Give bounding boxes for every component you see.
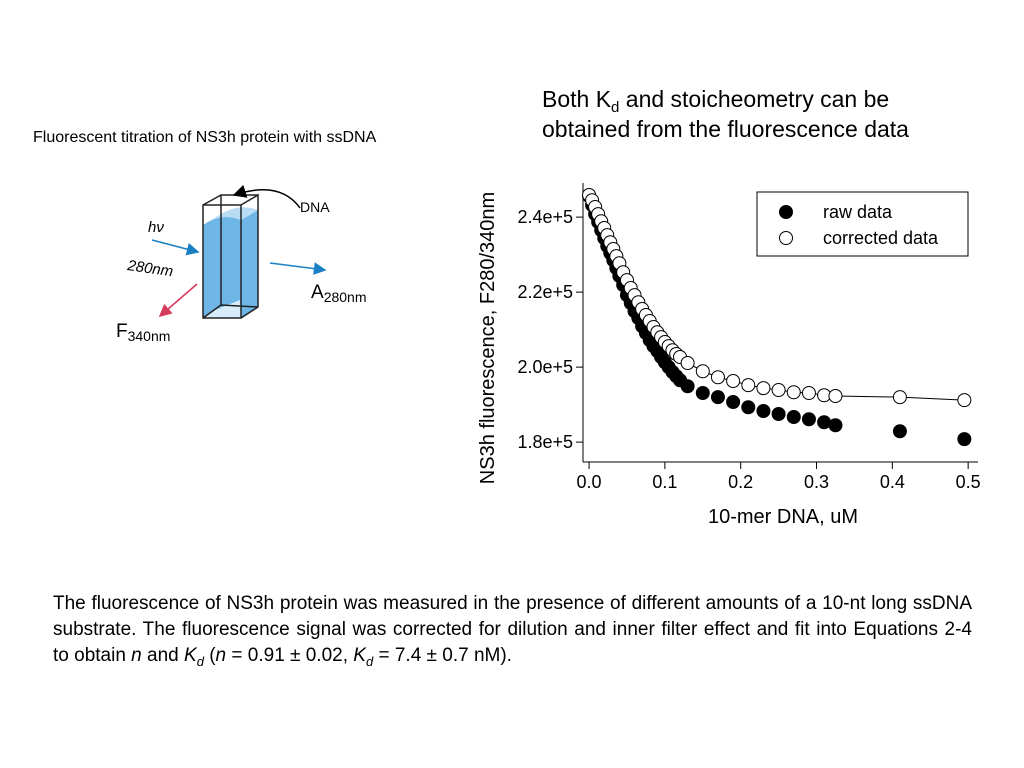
diagram-title: Fluorescent titration of NS3h protein wi… — [33, 129, 377, 146]
x-tick-label: 0.4 — [880, 472, 905, 492]
data-point — [957, 393, 972, 408]
data-point — [726, 374, 741, 388]
light-label: hν — [148, 219, 164, 236]
caption-symbol: n — [131, 645, 142, 666]
data-point — [771, 383, 786, 397]
data-point — [786, 385, 801, 400]
data-point — [786, 410, 801, 424]
data-point — [771, 407, 786, 421]
x-tick-label: 0.5 — [956, 472, 981, 492]
fluorescence-label: F340nm — [116, 321, 170, 344]
fluorescence-arrow — [158, 283, 198, 318]
legend-label: corrected data — [823, 228, 939, 248]
cuvette — [202, 193, 259, 319]
data-point — [892, 390, 907, 405]
caption-text: = 7.4 ± 0.7 nM). — [373, 645, 512, 666]
data-point — [756, 404, 771, 418]
data-point — [756, 381, 771, 396]
caption-text: = 0.91 ± 0.02, — [226, 645, 354, 666]
caption-text: ( — [203, 645, 216, 666]
plot: 0.0 0.1 0.2 0.3 0.4 0.5 1.8e+5 2.0e+5 2.2e+5 2.4e… — [517, 183, 981, 492]
data-point — [680, 379, 695, 394]
x-tick-label: 0.2 — [728, 472, 753, 492]
data-point — [892, 424, 907, 439]
legend-marker — [779, 231, 793, 245]
absorbance-arrow — [269, 262, 327, 275]
x-tick-label: 0.0 — [577, 472, 602, 492]
data-point — [726, 395, 741, 409]
data-point — [828, 389, 843, 403]
y-tick-label: 2.2e+5 — [517, 282, 573, 302]
legend-box — [756, 191, 969, 257]
y-tick-label: 2.0e+5 — [517, 357, 573, 377]
caption-subscript: d — [365, 653, 374, 669]
caption-symbol: K — [353, 645, 366, 666]
y-tick-label: 1.8e+5 — [517, 432, 573, 452]
caption: The fluorescence of NS3h protein was mea… — [53, 591, 972, 669]
excitation-label: 280nm — [125, 257, 174, 280]
x-axis-label: 10-mer DNA, uM — [708, 506, 858, 528]
data-point — [695, 364, 710, 379]
caption-text: and — [141, 645, 185, 666]
data-point — [957, 432, 972, 447]
legend-label: raw data — [823, 202, 893, 222]
heading-line-1: Both Kd and stoicheometry can be — [542, 86, 889, 116]
data-point — [695, 386, 710, 400]
data-point — [828, 418, 843, 433]
caption-subscript: d — [196, 653, 204, 669]
y-axis-label: NS3h fluorescence, F280/340nm — [477, 192, 499, 484]
absorbance-label: A280nm — [311, 282, 367, 305]
caption-text: The fluorescence of NS3h protein was mea… — [53, 593, 972, 666]
data-point — [680, 356, 695, 370]
caption-symbol: K — [184, 645, 197, 666]
caption-symbol: n — [215, 645, 227, 666]
x-tick-label: 0.1 — [652, 472, 677, 492]
heading-line-2: obtained from the fluorescence data — [542, 116, 909, 142]
data-point — [710, 390, 725, 405]
data-point — [741, 378, 756, 393]
data-point — [801, 386, 816, 400]
data-point — [710, 370, 725, 385]
excitation-arrow — [151, 239, 200, 256]
y-tick-label: 2.4e+5 — [517, 207, 573, 227]
dna-label: DNA — [300, 199, 330, 215]
legend-marker — [779, 205, 793, 219]
data-point — [741, 400, 756, 415]
x-tick-label: 0.3 — [804, 472, 829, 492]
data-point — [801, 412, 816, 427]
dna-arrow — [232, 184, 301, 209]
